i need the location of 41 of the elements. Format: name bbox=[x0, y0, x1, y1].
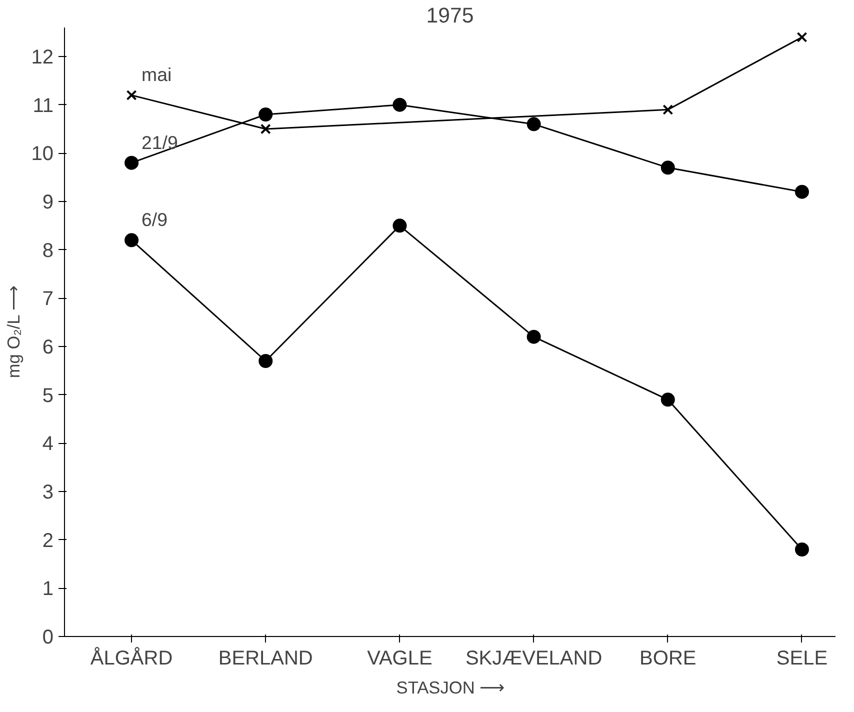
y-tick-label: 12 bbox=[31, 46, 54, 68]
point bbox=[660, 160, 675, 175]
x-tick-label: SELE bbox=[776, 648, 828, 670]
series-label: 21/9 bbox=[142, 132, 178, 153]
y-tick-label: 7 bbox=[42, 288, 54, 310]
point bbox=[794, 184, 809, 199]
y-tick-label: 5 bbox=[42, 384, 54, 407]
series-label: 6/9 bbox=[142, 209, 168, 230]
y-tick-label: 2 bbox=[42, 530, 54, 552]
point bbox=[794, 542, 809, 556]
x-tick-label: BORE bbox=[640, 648, 696, 670]
point bbox=[526, 117, 541, 132]
y-tick-label: 1 bbox=[42, 578, 54, 600]
x-axis-title: STASJON ⟶ bbox=[396, 678, 504, 698]
point bbox=[126, 90, 137, 100]
x-tick-label: SKJÆVELAND bbox=[465, 648, 602, 670]
point bbox=[258, 354, 273, 368]
chart-title: 1975 bbox=[426, 4, 474, 28]
y-tick-label: 10 bbox=[31, 143, 54, 166]
y-axis-title: mg O₂/L ⟶ bbox=[3, 286, 24, 378]
point bbox=[258, 108, 273, 122]
point bbox=[392, 218, 407, 233]
y-tick-label: 9 bbox=[42, 192, 54, 214]
x-tick-label: BERLAND bbox=[218, 648, 313, 670]
y-tick-label: 0 bbox=[42, 626, 54, 648]
series-label: mai bbox=[142, 64, 172, 86]
point bbox=[260, 124, 271, 134]
point bbox=[526, 330, 541, 344]
point bbox=[660, 392, 675, 407]
point bbox=[124, 233, 139, 248]
point bbox=[796, 32, 808, 42]
y-tick-label: 11 bbox=[32, 94, 54, 117]
point bbox=[392, 98, 407, 112]
point bbox=[662, 104, 674, 115]
y-tick-label: 4 bbox=[42, 433, 54, 456]
y-tick-label: 6 bbox=[42, 336, 54, 358]
x-tick-label: ÅLGÅRD bbox=[90, 646, 173, 670]
x-tick-label: VAGLE bbox=[367, 648, 432, 670]
y-tick-label: 3 bbox=[42, 482, 54, 504]
point bbox=[124, 156, 139, 170]
y-tick-label: 8 bbox=[42, 240, 54, 262]
